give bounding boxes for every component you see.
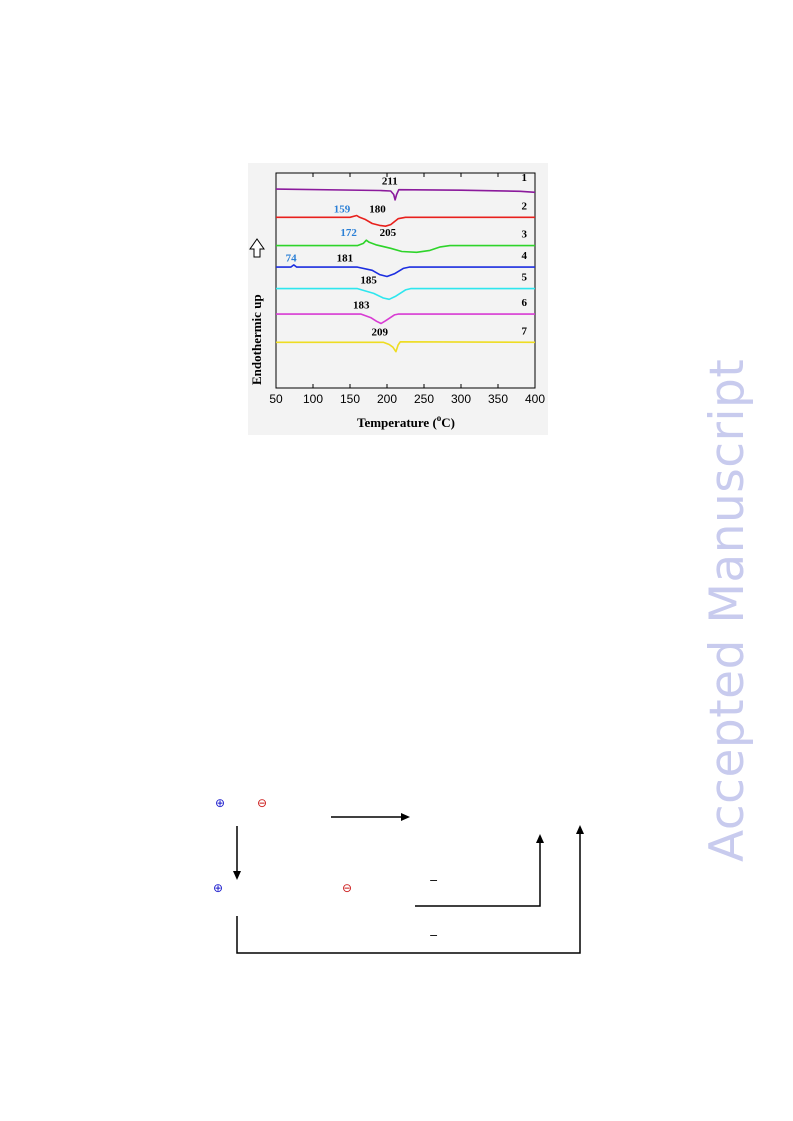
anion-symbol-bottom: ⊖: [342, 881, 352, 895]
curve-number-7: 7: [522, 325, 528, 337]
curve-number-5: 5: [522, 272, 528, 284]
peak-label-205: 205: [380, 227, 397, 239]
arrow-down-head-icon: [233, 871, 241, 880]
x-axis-title: Temperature (oC): [357, 413, 455, 430]
curve-number-2: 2: [522, 200, 528, 212]
peak-label-185: 185: [360, 275, 377, 287]
cation-symbol-top: ⊕: [215, 796, 225, 810]
x-tick-label-350: 350: [488, 392, 508, 406]
y-axis-title: Endothermic up: [249, 294, 264, 385]
anion-symbol-top: ⊖: [257, 796, 267, 810]
dsc-curve-1: [275, 188, 536, 201]
peak-label-159: 159: [334, 204, 351, 216]
x-tick-label-100: 100: [303, 392, 323, 406]
peak-label-74: 74: [286, 253, 298, 265]
x-axis-title-main: Temperature (: [357, 415, 437, 430]
dsc-curve-3: [276, 239, 535, 254]
peak-label-181: 181: [337, 253, 354, 265]
dsc-curve-7: [276, 341, 536, 353]
x-axis-title-unit: C): [441, 415, 455, 430]
peak-label-183: 183: [353, 300, 370, 312]
dsc-curve-5: [276, 287, 535, 301]
up-arrow-icon: [249, 238, 265, 258]
arrow-up-head-right-icon: [536, 834, 544, 843]
peak-label-211: 211: [382, 175, 398, 187]
arrow-up-head-far-icon: [576, 825, 584, 834]
dsc-curve-4: [276, 264, 535, 278]
x-axis-title-degree: o: [437, 413, 442, 423]
x-tick-label-150: 150: [340, 392, 360, 406]
x-tick-label-250: 250: [414, 392, 434, 406]
arrow-right-head-icon: [401, 813, 410, 821]
curve-number-6: 6: [522, 297, 528, 309]
peak-label-172: 172: [340, 227, 357, 239]
minus-sign-lower: −: [429, 929, 438, 942]
dsc-chart-panel: 50 100 150 200 250 300 350 400 1 2 3 4 5 6 7 211 159 180…: [248, 163, 548, 435]
curve-number-3: 3: [522, 229, 528, 241]
ticks-layer: 50 100 150 200 250 300 350 400: [269, 173, 545, 406]
x-tick-label-400: 400: [525, 392, 545, 406]
connector-lower-path: [236, 833, 581, 954]
dsc-curve-6: [276, 313, 535, 325]
curve-number-1: 1: [522, 172, 528, 184]
dsc-chart: 50 100 150 200 250 300 350 400 1 2 3 4 5 6 7 211 159 180…: [249, 172, 545, 430]
curve-number-4: 4: [522, 250, 528, 262]
x-tick-label-50: 50: [269, 392, 283, 406]
y-axis-title-group: Endothermic up: [249, 294, 264, 385]
plot-frame: [275, 172, 536, 389]
cation-symbol-bottom: ⊕: [213, 881, 223, 895]
peak-label-180: 180: [369, 204, 386, 216]
connector-upper-path: [415, 842, 541, 907]
peak-label-209: 209: [371, 326, 388, 338]
labels-layer: 1 2 3 4 5 6 7 211 159 180 172 205 74 181 185 183 209: [286, 172, 528, 338]
x-tick-label-200: 200: [377, 392, 397, 406]
x-tick-label-300: 300: [451, 392, 471, 406]
minus-sign-upper: −: [429, 874, 438, 887]
series-layer: [275, 188, 536, 353]
dsc-curve-2: [276, 214, 535, 227]
